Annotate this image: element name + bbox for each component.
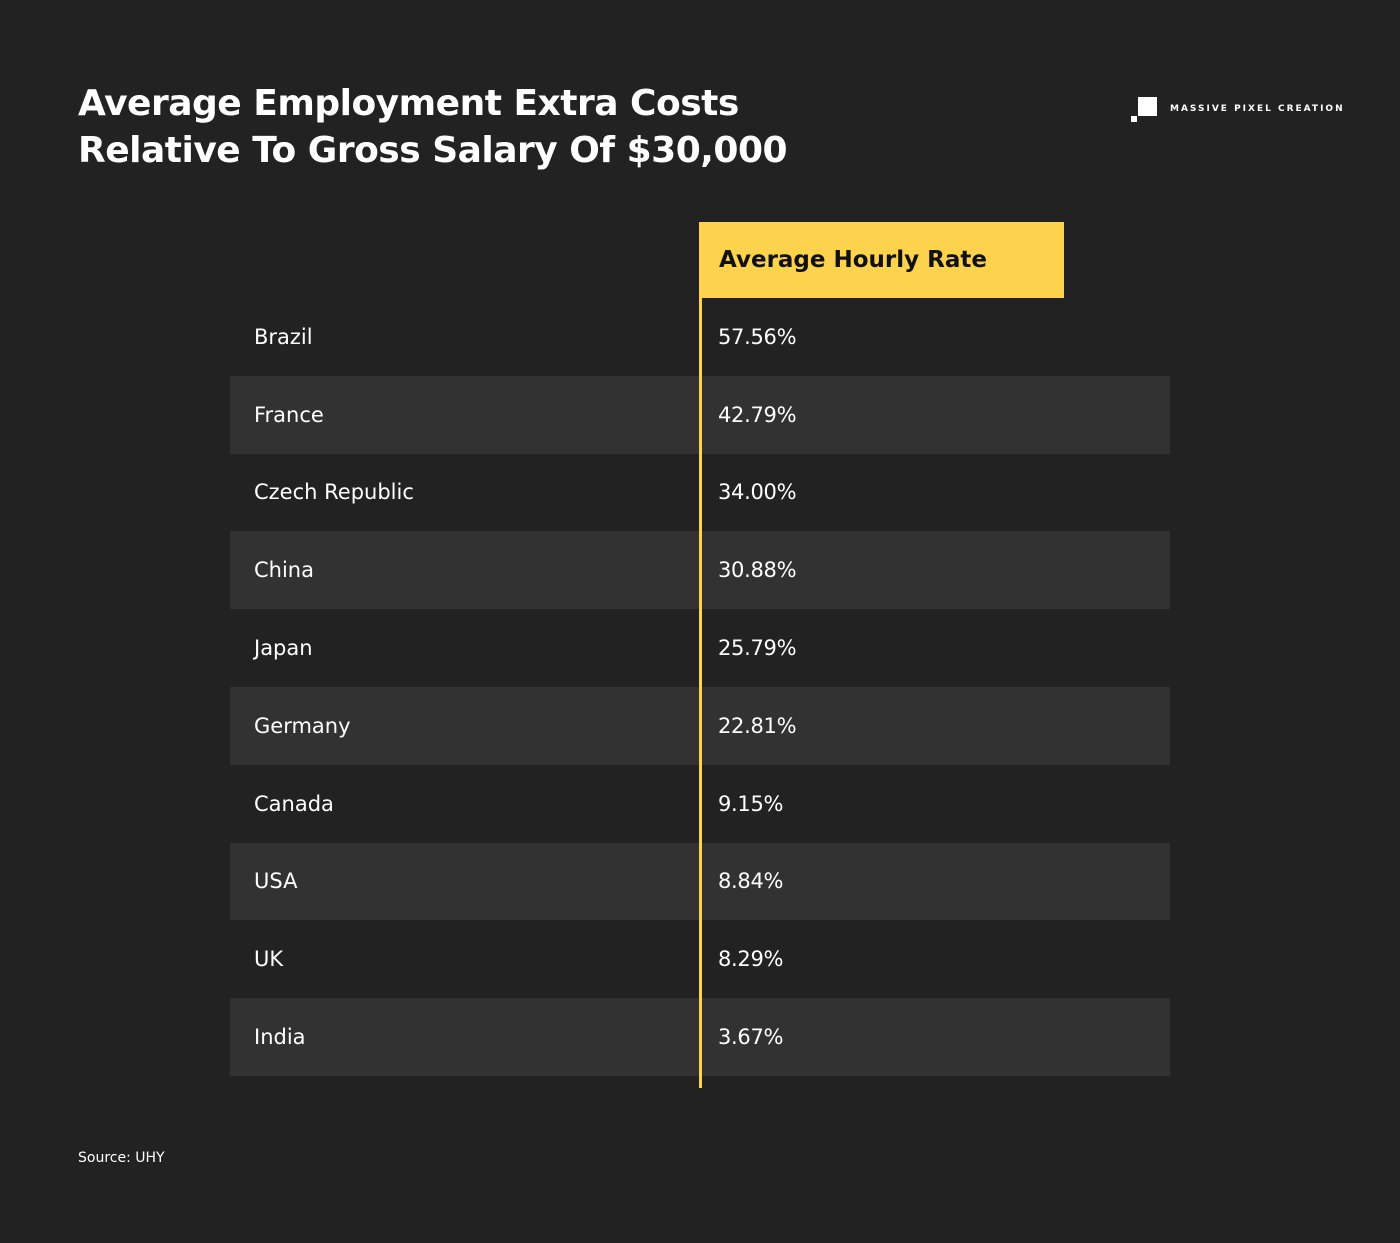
country-cell: Canada bbox=[254, 791, 334, 816]
country-cell: Czech Republic bbox=[254, 480, 414, 505]
country-cell: USA bbox=[254, 869, 298, 894]
value-cell: 42.79% bbox=[718, 402, 797, 427]
source-note: Source: UHY bbox=[78, 1150, 165, 1166]
brand-name: MASSIVE PIXEL CREATION bbox=[1170, 104, 1345, 114]
chart-title: Average Employment Extra Costs Relative … bbox=[78, 80, 878, 174]
value-cell: 22.81% bbox=[718, 713, 797, 738]
value-cell: 57.56% bbox=[718, 324, 797, 349]
value-cell: 30.88% bbox=[718, 558, 797, 583]
value-cell: 25.79% bbox=[718, 636, 797, 661]
country-cell: France bbox=[254, 402, 324, 427]
value-cell: 9.15% bbox=[718, 791, 784, 816]
table-row: Czech Republic 34.00% bbox=[230, 454, 1170, 532]
brand-logo: MASSIVE PIXEL CREATION bbox=[1130, 96, 1345, 122]
table-row: Canada 9.15% bbox=[230, 765, 1170, 843]
country-cell: Brazil bbox=[254, 324, 313, 349]
value-cell: 8.29% bbox=[718, 947, 784, 972]
table-row: Brazil 57.56% bbox=[230, 298, 1170, 376]
country-cell: Germany bbox=[254, 713, 351, 738]
country-cell: Japan bbox=[254, 636, 313, 661]
table-header-row: Average Hourly Rate bbox=[230, 222, 1170, 298]
table-row: Japan 25.79% bbox=[230, 609, 1170, 687]
value-cell: 34.00% bbox=[718, 480, 797, 505]
chart-title-line-2: Relative To Gross Salary Of $30,000 bbox=[78, 130, 788, 171]
value-cell: 8.84% bbox=[718, 869, 784, 894]
country-cell: China bbox=[254, 558, 314, 583]
column-divider bbox=[699, 222, 702, 1088]
pixel-logo-icon bbox=[1130, 96, 1160, 122]
table-row: UK 8.29% bbox=[230, 920, 1170, 998]
country-cell: UK bbox=[254, 947, 284, 972]
chart-title-line-1: Average Employment Extra Costs bbox=[78, 83, 739, 124]
value-cell: 3.67% bbox=[718, 1025, 784, 1050]
country-cell: India bbox=[254, 1025, 306, 1050]
column-header-average-hourly-rate: Average Hourly Rate bbox=[699, 222, 1064, 298]
